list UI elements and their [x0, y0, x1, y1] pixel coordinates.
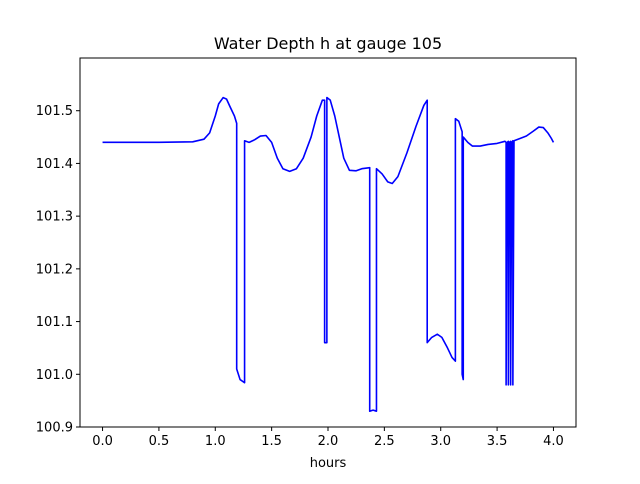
x-tick-label: 4.0: [543, 434, 564, 449]
y-tick-label: 101.3: [36, 210, 73, 225]
plot-frame: [79, 57, 577, 428]
x-tick-label: 1.5: [261, 434, 282, 449]
y-tick-label: 101.2: [36, 262, 73, 277]
data-series-line: [102, 96, 555, 412]
x-tick-label: 3.5: [487, 434, 508, 449]
y-tick-label: 100.9: [36, 421, 73, 436]
y-tick-label: 101.5: [36, 104, 73, 119]
x-ticks: 0.0 0.5 1.0 1.5 2.0 2.5 3.0 3.5 4.0: [92, 427, 564, 449]
chart-title: Water Depth h at gauge 105: [214, 34, 442, 53]
x-tick-label: 0.5: [149, 434, 170, 449]
y-tick-label: 101.0: [36, 368, 73, 383]
y-tick-label: 101.4: [36, 157, 73, 172]
x-tick-label: 1.0: [205, 434, 226, 449]
x-tick-label: 3.0: [430, 434, 451, 449]
x-axis-label: hours: [310, 456, 347, 471]
x-tick-label: 2.0: [318, 434, 339, 449]
y-ticks: 100.9 101.0 101.1 101.2 101.3 101.4 101.5: [36, 104, 80, 436]
x-tick-label: 2.5: [374, 434, 395, 449]
y-tick-label: 101.1: [36, 315, 73, 330]
x-tick-label: 0.0: [92, 434, 113, 449]
